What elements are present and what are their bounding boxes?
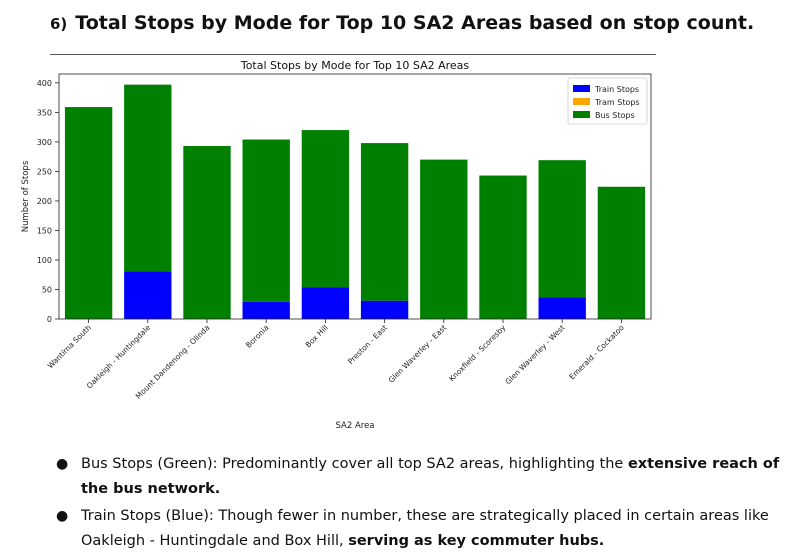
x-tick-label: Wantirna South (46, 323, 93, 370)
section-number: 6) (50, 15, 68, 33)
plot-frame (58, 73, 652, 320)
bar-bus-stops (124, 84, 172, 272)
y-tick-label: 300 (37, 138, 52, 147)
y-tick-label: 150 (37, 226, 52, 235)
bar-bus-stops (597, 186, 646, 319)
y-tick-label: 350 (37, 108, 52, 117)
y-tick-label: 0 (47, 315, 52, 324)
y-tick-label: 250 (37, 167, 52, 176)
bullet-emphasis: extensive reach of the bus network. (81, 456, 780, 497)
bullet-train-stops: ● Train Stops (Blue): Though fewer in num… (56, 504, 801, 554)
legend-swatch (573, 85, 590, 92)
bar-train-stops (242, 301, 290, 319)
x-tick-label: Emerald - Cockatoo (567, 323, 626, 382)
chart-title: Total Stops by Mode for Top 10 SA2 Areas (240, 59, 470, 72)
bullet-dot: ● (56, 456, 69, 472)
bar-bus-stops (420, 159, 468, 319)
bar-train-stops (538, 297, 586, 319)
x-axis-label: SA2 Area (335, 421, 374, 431)
x-tick-label: Knoxfield - Scoresby (447, 323, 508, 384)
bullet-emphasis: serving as key commuter hubs. (348, 533, 605, 549)
x-tick-label: Glen Waverley - West (503, 323, 566, 386)
y-tick-label: 50 (42, 285, 52, 294)
bar-train-stops (124, 271, 172, 319)
bullet-text: Bus Stops (Green): Predominantly cover a… (81, 456, 628, 472)
y-tick-label: 200 (37, 197, 52, 206)
bar-bus-stops (360, 143, 409, 301)
legend-swatch (573, 111, 590, 118)
section-heading: 6) Total Stops by Mode for Top 10 SA2 Are… (50, 12, 754, 34)
x-tick-label: Boronia (244, 323, 271, 350)
bar-bus-stops (479, 175, 527, 319)
bullet-bus-stops: ● Bus Stops (Green): Predominantly cover … (56, 452, 801, 502)
bar-bus-stops (242, 139, 290, 302)
bar-bus-stops (538, 160, 586, 298)
bullet-dot: ● (56, 508, 69, 524)
y-axis-label: Number of Stops (21, 160, 31, 232)
x-tick-label: Preston - East (346, 323, 389, 366)
bar-train-stops (301, 287, 350, 319)
legend-label: Tram Stops (594, 98, 640, 107)
bullet-text: Train Stops (Blue): Though fewer in numb… (81, 508, 769, 549)
legend-label: Bus Stops (595, 111, 635, 120)
y-tick-label: 100 (37, 256, 52, 265)
bar-bus-stops (183, 146, 231, 319)
stacked-bar-chart: Total Stops by Mode for Top 10 SA2 Areas… (21, 59, 652, 431)
y-tick-label: 400 (37, 79, 52, 88)
legend-label: Train Stops (594, 85, 639, 94)
x-tick-label: Glen Waverley - East (387, 323, 449, 385)
bar-bus-stops (64, 107, 113, 319)
x-tick-label: Oakleigh - Huntingdale (85, 323, 153, 391)
x-tick-label: Box Hill (303, 323, 329, 349)
bar-bus-stops (301, 130, 350, 288)
legend-swatch (573, 98, 590, 105)
heading-divider (50, 54, 656, 55)
section-title: Total Stops by Mode for Top 10 SA2 Areas… (75, 12, 755, 34)
bullet-list: ● Bus Stops (Green): Predominantly cover … (56, 452, 801, 556)
bar-train-stops (360, 300, 409, 319)
